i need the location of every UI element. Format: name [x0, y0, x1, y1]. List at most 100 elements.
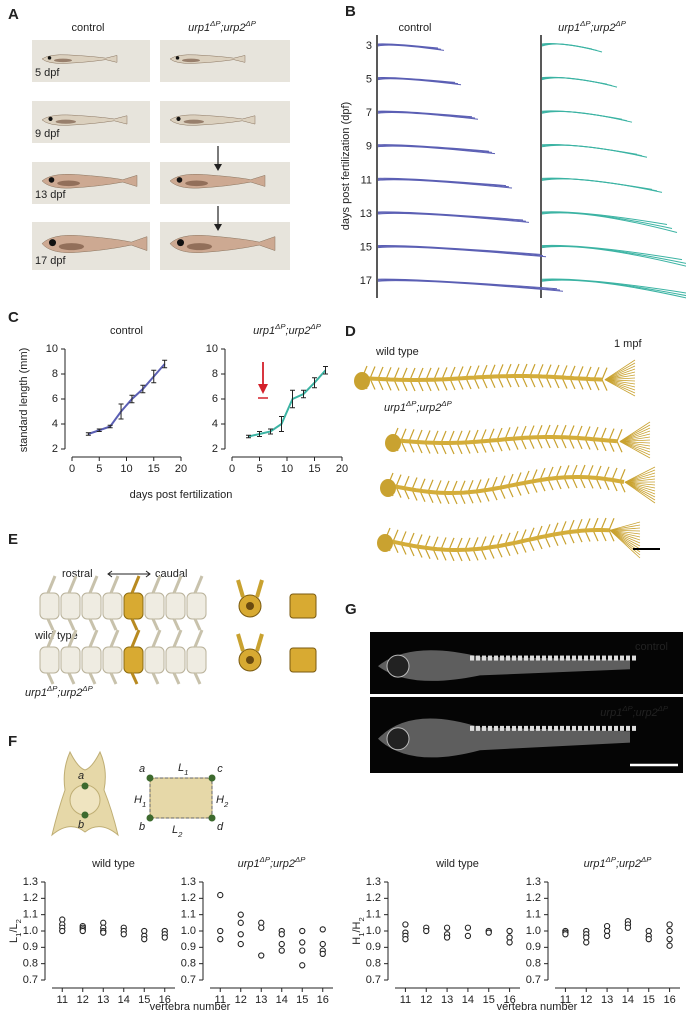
- panel-label: D: [345, 323, 356, 340]
- line: [88, 363, 166, 435]
- chart-title-part: ;urp2: [270, 858, 295, 870]
- height-label-part: 2: [223, 800, 229, 809]
- stage-label: 17 dpf: [35, 255, 67, 267]
- y-axis-label-part: 1: [14, 933, 23, 937]
- vertebra-signal: [590, 655, 594, 661]
- point: [217, 927, 224, 935]
- fish-eye: [176, 177, 183, 183]
- skull: [380, 479, 396, 497]
- point: [319, 940, 326, 948]
- fish-eye: [177, 239, 184, 247]
- spine: [393, 367, 400, 380]
- vertebra-signal: [554, 725, 558, 731]
- panel-label: F: [8, 733, 17, 750]
- point: [464, 932, 472, 940]
- vertebra: [81, 592, 102, 620]
- vertebra-signal: [536, 655, 540, 661]
- fin-ray: [619, 441, 651, 450]
- vertebra-signal: [494, 655, 498, 661]
- haemal-spine: [193, 672, 202, 685]
- spine: [611, 467, 618, 481]
- vertebra: [102, 646, 123, 674]
- point: [443, 934, 451, 941]
- x-tick-label: 20: [175, 463, 187, 475]
- spine: [595, 465, 602, 479]
- fin-ray: [619, 441, 651, 456]
- point: [485, 929, 492, 936]
- y-tick-label: 0.7: [366, 974, 381, 986]
- y-axis-label-part: 2: [14, 919, 23, 923]
- error-bar: [312, 377, 317, 389]
- image-label: urp1ΔP;urp2ΔP: [600, 704, 669, 719]
- landmark-label: d: [217, 821, 224, 833]
- fin-ray: [619, 441, 651, 453]
- spine: [408, 532, 415, 546]
- side-view: [289, 647, 317, 673]
- point: [402, 921, 409, 928]
- column-title-part: urp1: [558, 22, 580, 34]
- trace: [541, 246, 686, 267]
- trace: [541, 244, 683, 261]
- spine: [616, 441, 623, 453]
- vertebra-signal: [578, 725, 582, 731]
- trace: [377, 44, 445, 51]
- spine: [569, 365, 576, 379]
- vertebra-signal: [518, 655, 522, 661]
- fin-ray: [624, 469, 656, 483]
- spine: [584, 426, 591, 439]
- y-axis-label: standard length (mm): [18, 348, 30, 453]
- error-bar: [140, 384, 146, 394]
- vertebra-signal: [494, 725, 498, 731]
- skeleton: [354, 359, 636, 397]
- haemal-spine: [130, 672, 139, 685]
- y-axis-label-part: L: [8, 937, 20, 943]
- stage-label: 3: [366, 40, 372, 52]
- x-tick-label: 13: [441, 994, 453, 1006]
- neural-spine: [88, 575, 99, 594]
- column-title-part: ;urp2: [590, 22, 615, 34]
- stage-label: 9: [366, 141, 372, 153]
- x-tick-label: 14: [118, 994, 130, 1006]
- fish: [41, 114, 128, 126]
- spine: [561, 365, 568, 378]
- y-tick-label: 6: [212, 393, 218, 405]
- double-arrow: [107, 570, 151, 578]
- trace: [377, 78, 462, 86]
- chart-title-part: urp1: [584, 858, 606, 870]
- axis-label: days post fertilization (dpf): [340, 102, 352, 230]
- fin-ray: [604, 379, 636, 391]
- vertebra-signal: [620, 655, 624, 661]
- neural-spine: [172, 629, 183, 648]
- skull: [354, 372, 370, 390]
- y-tick-label: 2: [52, 443, 58, 455]
- point: [237, 911, 244, 918]
- x-tick-label: 0: [229, 463, 235, 475]
- x-tick-label: 16: [503, 994, 515, 1006]
- vertebra-signal: [542, 655, 546, 661]
- fin-ray: [604, 379, 636, 394]
- y-tick-label: 1.3: [366, 876, 381, 888]
- vertebra-signal: [554, 655, 558, 661]
- landmark-label: a: [78, 770, 84, 782]
- fish-gut: [58, 243, 84, 251]
- group-label-part: ΔP: [81, 684, 93, 693]
- landmark: [146, 774, 154, 782]
- image-label-part: ΔP: [621, 704, 633, 713]
- point: [666, 927, 673, 935]
- y-tick-label: 0.8: [366, 958, 381, 970]
- spine: [600, 517, 607, 531]
- y-tick-label: 1.2: [181, 892, 196, 904]
- vertebra-signal: [566, 655, 570, 661]
- fin-ray: [609, 529, 641, 547]
- y-axis-label-part: /H: [351, 921, 363, 932]
- length-label-part: L: [178, 762, 184, 774]
- vertebra-signal: [506, 725, 510, 731]
- x-tick-label: 20: [336, 463, 348, 475]
- trace: [541, 278, 686, 294]
- line: [248, 369, 327, 438]
- group-label: urp1ΔP;urp2ΔP: [25, 684, 94, 699]
- x-tick-label: 12: [77, 994, 89, 1006]
- trace: [541, 178, 658, 192]
- fin-ray: [619, 439, 651, 442]
